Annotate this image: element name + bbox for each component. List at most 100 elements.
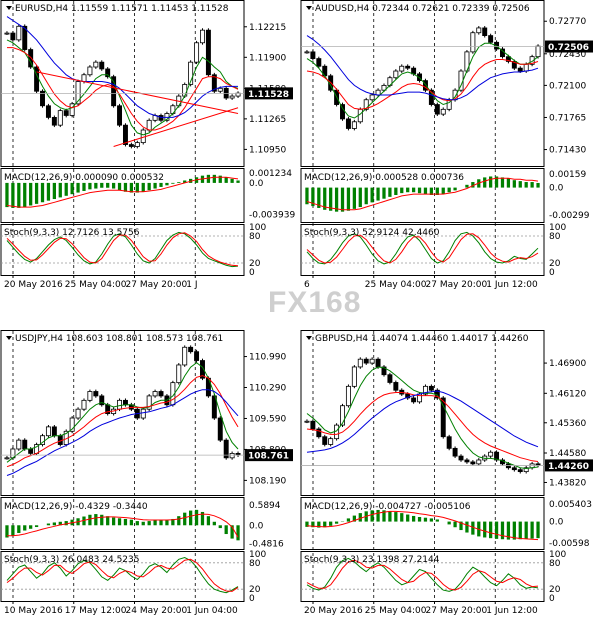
last-price-badge xyxy=(245,449,293,462)
chart-panel-audusd: 0.72770 0.72430 0.72100 0.71765 0.71430 0.725… xyxy=(300,0,593,290)
candle-body xyxy=(393,70,399,79)
candle-body xyxy=(310,51,316,59)
candle-body xyxy=(381,84,387,91)
candle-body xyxy=(75,81,81,105)
candle-body xyxy=(182,84,188,97)
price-tick-label: 1.44580 xyxy=(549,449,586,459)
candle-body xyxy=(146,395,152,410)
candle-body xyxy=(16,25,22,41)
macd-tick-label: 0.005403 xyxy=(549,500,592,510)
stoch-tick-label: 80 xyxy=(249,232,261,242)
candle-body xyxy=(322,436,328,445)
candle-body xyxy=(369,358,375,364)
candle-body xyxy=(51,426,57,437)
time-axis-label: 27 May 20:00 xyxy=(426,606,488,616)
chart-panel-gbpusd: 1.46900 1.46120 1.45360 1.44580 1.43820 1.442… xyxy=(300,330,593,616)
candle-body xyxy=(316,58,322,67)
ma-line xyxy=(306,35,539,101)
candle-body xyxy=(375,358,381,368)
candle-body xyxy=(10,32,16,41)
candle-body xyxy=(4,457,10,460)
candle-body xyxy=(63,110,69,116)
collapse-triangle-icon xyxy=(306,6,312,10)
price-tick-label: 0.71430 xyxy=(549,146,586,156)
candle-body xyxy=(134,142,140,147)
stoch-tick-label: 20 xyxy=(549,585,561,595)
price-tick-label: 0.71765 xyxy=(549,113,586,123)
candle-body xyxy=(381,366,387,376)
stoch-signal-line xyxy=(306,559,539,591)
time-axis-label: 10 May 2016 xyxy=(4,606,63,616)
stoch-main-line xyxy=(6,556,239,594)
time-axis-label: 1 Jun 12:00 xyxy=(486,280,538,290)
stoch-label: Stoch(9,3,3) 12.7126 13.5756 xyxy=(4,228,140,238)
trend-line xyxy=(113,107,239,147)
time-axis-label: 25 May 04:00 xyxy=(65,280,127,290)
stoch-tick-label: 100 xyxy=(249,223,266,233)
macd-signal-line xyxy=(306,177,539,211)
ma-line xyxy=(6,389,239,476)
collapse-triangle-icon xyxy=(306,336,312,340)
candle-body xyxy=(176,364,182,384)
candle-body xyxy=(351,121,357,129)
candle-body xyxy=(69,103,75,116)
candle-body xyxy=(200,29,205,44)
candle-body xyxy=(387,374,393,383)
candle-body xyxy=(399,65,405,72)
price-tick-label: 1.43820 xyxy=(549,478,586,488)
last-price-badge xyxy=(245,87,293,100)
candle-body xyxy=(40,90,45,107)
candle-body xyxy=(194,351,200,361)
stoch-tick-label: 100 xyxy=(549,550,566,560)
candle-body xyxy=(40,435,45,445)
candle-body xyxy=(405,393,411,399)
time-axis-label: 24 May 20:00 xyxy=(126,606,188,616)
chart-panel-eurusd: 1.122151.119001.115801.112651.109501.115… xyxy=(0,0,295,290)
symbol-title: AUDUSD,H4 0.72344 0.72621 0.72339 0.7250… xyxy=(315,4,530,14)
candle-body xyxy=(511,61,517,69)
macd-tick-label: -0.4816 xyxy=(249,540,284,550)
candle-body xyxy=(535,45,541,58)
stoch-tick-label: 20 xyxy=(549,259,561,269)
macd-tick-label: 0.5894 xyxy=(249,501,281,511)
candle-body xyxy=(304,420,310,423)
ma-line xyxy=(306,390,539,453)
price-pane-frame xyxy=(0,330,245,496)
macd-tick-label: 0.0 xyxy=(249,521,264,531)
macd-pane-frame xyxy=(0,497,245,550)
candle-body xyxy=(411,397,417,403)
ma-line xyxy=(6,39,239,136)
candle-body xyxy=(75,408,81,419)
stoch-tick-label: 100 xyxy=(549,223,566,233)
price-tick-label: 1.11900 xyxy=(249,53,286,63)
candle-body xyxy=(93,391,99,397)
watermark: FX168 xyxy=(268,286,361,319)
candle-body xyxy=(458,455,464,461)
candle-body xyxy=(351,366,357,387)
stoch-tick-label: 20 xyxy=(249,259,261,269)
candle-body xyxy=(229,95,235,99)
price-tick-label: 1.11265 xyxy=(249,115,286,125)
candle-body xyxy=(140,408,146,419)
ma-line xyxy=(7,47,239,131)
stoch-tick-label: 0 xyxy=(249,594,255,604)
stoch-main-line xyxy=(306,557,539,592)
stoch-label: Stoch(9,3,3) 26.0483 24.5235 xyxy=(4,555,139,565)
macd-tick-label: 0.0 xyxy=(549,518,564,528)
candle-body xyxy=(470,32,476,53)
macd-tick-label: -0.00598 xyxy=(549,539,590,549)
ma-line xyxy=(306,392,539,462)
stoch-signal-line xyxy=(306,233,539,264)
collapse-triangle-icon xyxy=(6,6,12,10)
candle-body xyxy=(529,56,535,65)
symbol-title: EURUSD,H4 1.11559 1.11571 1.11453 1.1152… xyxy=(15,4,229,14)
candle-body xyxy=(57,110,63,126)
candle-body xyxy=(511,467,517,471)
candle-body xyxy=(117,399,123,410)
time-axis-label: 17 May 12:00 xyxy=(65,606,127,616)
candle-body xyxy=(476,459,482,465)
candle-body xyxy=(422,80,428,91)
stoch-tick-label: 0 xyxy=(549,594,555,604)
candle-body xyxy=(488,451,494,457)
